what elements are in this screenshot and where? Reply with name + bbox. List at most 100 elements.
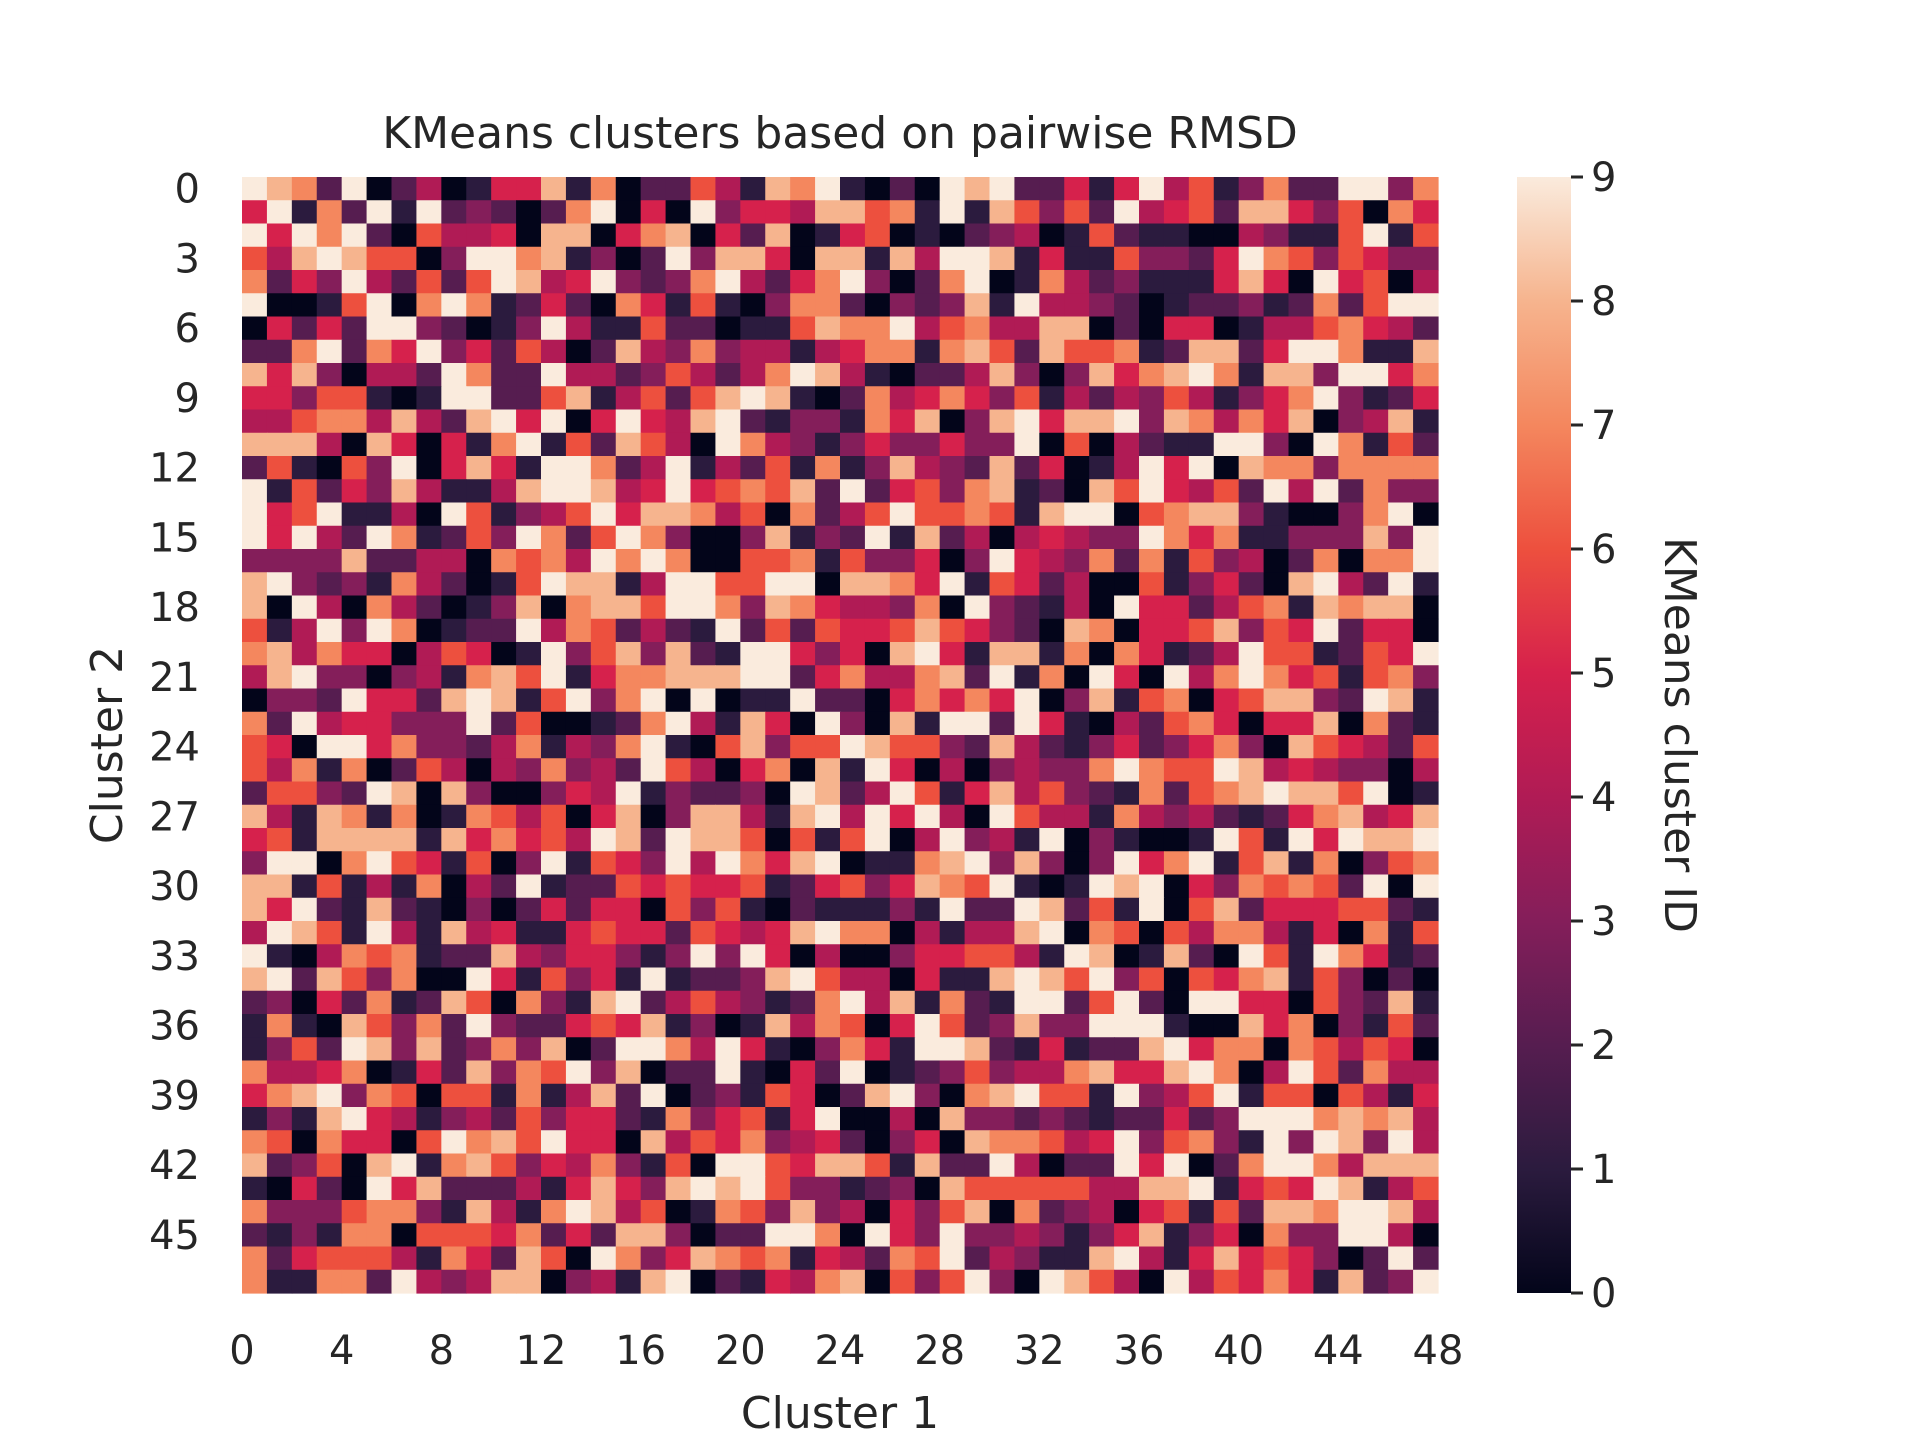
- heatmap-cell: [1313, 572, 1339, 597]
- heatmap-cell: [740, 688, 766, 713]
- heatmap-cell: [1388, 1153, 1414, 1178]
- heatmap-cell: [391, 1153, 418, 1178]
- heatmap-cell: [1089, 1176, 1115, 1201]
- heatmap-cell: [740, 897, 766, 922]
- heatmap-cell: [590, 1060, 617, 1085]
- heatmap-cell: [889, 1107, 916, 1131]
- heatmap-cell: [565, 502, 592, 527]
- heatmap-cell: [1413, 1200, 1439, 1224]
- heatmap-cell: [1388, 1176, 1414, 1201]
- heatmap-cell: [366, 339, 393, 364]
- heatmap-cell: [1039, 642, 1065, 666]
- heatmap-cell: [1388, 758, 1414, 783]
- heatmap-cell: [1014, 246, 1040, 271]
- heatmap-cell: [1238, 200, 1265, 225]
- heatmap-cell: [1188, 1014, 1215, 1038]
- heatmap-cell: [590, 1014, 617, 1038]
- heatmap-cell: [366, 1083, 393, 1108]
- heatmap-cell: [1089, 1246, 1115, 1271]
- heatmap-cell: [466, 432, 492, 457]
- heatmap-cell: [1313, 293, 1339, 318]
- heatmap-cell: [266, 618, 293, 643]
- heatmap-cell: [1288, 386, 1315, 411]
- heatmap-cell: [790, 990, 816, 1015]
- heatmap-cell: [1263, 177, 1290, 201]
- heatmap-cell: [565, 897, 592, 922]
- heatmap-cell: [665, 432, 692, 457]
- heatmap-cell: [1338, 967, 1364, 992]
- heatmap-cell: [665, 781, 692, 806]
- heatmap-cell: [1263, 363, 1290, 387]
- heatmap-cell: [1238, 409, 1265, 434]
- heatmap-cell: [541, 874, 567, 899]
- colorbar-tick-label: 2: [1591, 1023, 1616, 1069]
- heatmap-cell: [366, 246, 393, 271]
- heatmap-cell: [840, 502, 866, 527]
- heatmap-cell: [266, 1246, 293, 1271]
- heatmap-cell: [1089, 1153, 1115, 1178]
- heatmap-cell: [1388, 851, 1414, 876]
- heatmap-cell: [715, 851, 741, 876]
- heatmap-cell: [1288, 874, 1315, 899]
- heatmap-cell: [1089, 781, 1115, 806]
- heatmap-cell: [740, 828, 766, 852]
- heatmap-cell: [1039, 1200, 1065, 1224]
- heatmap-cell: [615, 642, 642, 666]
- heatmap-cell: [715, 804, 741, 829]
- heatmap-cell: [1139, 316, 1165, 341]
- heatmap-cell: [1114, 1269, 1140, 1294]
- x-tick-label: 0: [229, 1328, 254, 1374]
- heatmap-cell: [1263, 549, 1290, 573]
- heatmap-cell: [889, 479, 916, 504]
- heatmap-cell: [491, 967, 517, 992]
- heatmap-cell: [615, 1246, 642, 1271]
- heatmap-cell: [341, 246, 368, 271]
- heatmap-cell: [939, 828, 966, 852]
- heatmap-cell: [366, 1037, 393, 1062]
- heatmap-cell: [516, 525, 542, 550]
- heatmap-cell: [665, 1060, 692, 1085]
- heatmap-cell: [266, 432, 293, 457]
- heatmap-cell: [541, 990, 567, 1015]
- heatmap-cell: [1163, 1014, 1190, 1038]
- heatmap-cell: [690, 711, 717, 736]
- heatmap-cell: [1014, 1269, 1040, 1294]
- heatmap-cell: [266, 711, 293, 736]
- colorbar-tick-label: 3: [1591, 899, 1616, 945]
- heatmap-cell: [765, 200, 791, 225]
- heatmap-cell: [1388, 1083, 1414, 1108]
- heatmap-cell: [1288, 967, 1315, 992]
- heatmap-cell: [939, 409, 966, 434]
- heatmap-cell: [1313, 665, 1339, 690]
- heatmap-cell: [1114, 851, 1140, 876]
- heatmap-cell: [291, 502, 318, 527]
- heatmap-cell: [640, 432, 667, 457]
- heatmap-cell: [1039, 572, 1065, 597]
- heatmap-cell: [740, 1083, 766, 1108]
- heatmap-cell: [1039, 758, 1065, 783]
- heatmap-cell: [466, 828, 492, 852]
- heatmap-cell: [516, 339, 542, 364]
- heatmap-cell: [790, 432, 816, 457]
- heatmap-cell: [466, 595, 492, 620]
- heatmap-cell: [391, 1060, 418, 1085]
- heatmap-cell: [1114, 386, 1140, 411]
- heatmap-cell: [1139, 223, 1165, 248]
- heatmap-cell: [1014, 386, 1040, 411]
- heatmap-cell: [1313, 200, 1339, 225]
- heatmap-cell: [541, 897, 567, 922]
- heatmap-cell: [316, 177, 343, 201]
- heatmap-cell: [690, 363, 717, 387]
- heatmap-cell: [491, 618, 517, 643]
- heatmap-cell: [1163, 688, 1190, 713]
- heatmap-cell: [889, 711, 916, 736]
- heatmap-cell: [491, 456, 517, 480]
- heatmap-cell: [840, 1130, 866, 1155]
- heatmap-cell: [541, 1060, 567, 1085]
- heatmap-cell: [615, 758, 642, 783]
- heatmap-cell: [1338, 921, 1364, 945]
- heatmap-cell: [1338, 223, 1364, 248]
- heatmap-cell: [1064, 1107, 1090, 1131]
- heatmap-cell: [815, 177, 841, 201]
- heatmap-cell: [864, 409, 891, 434]
